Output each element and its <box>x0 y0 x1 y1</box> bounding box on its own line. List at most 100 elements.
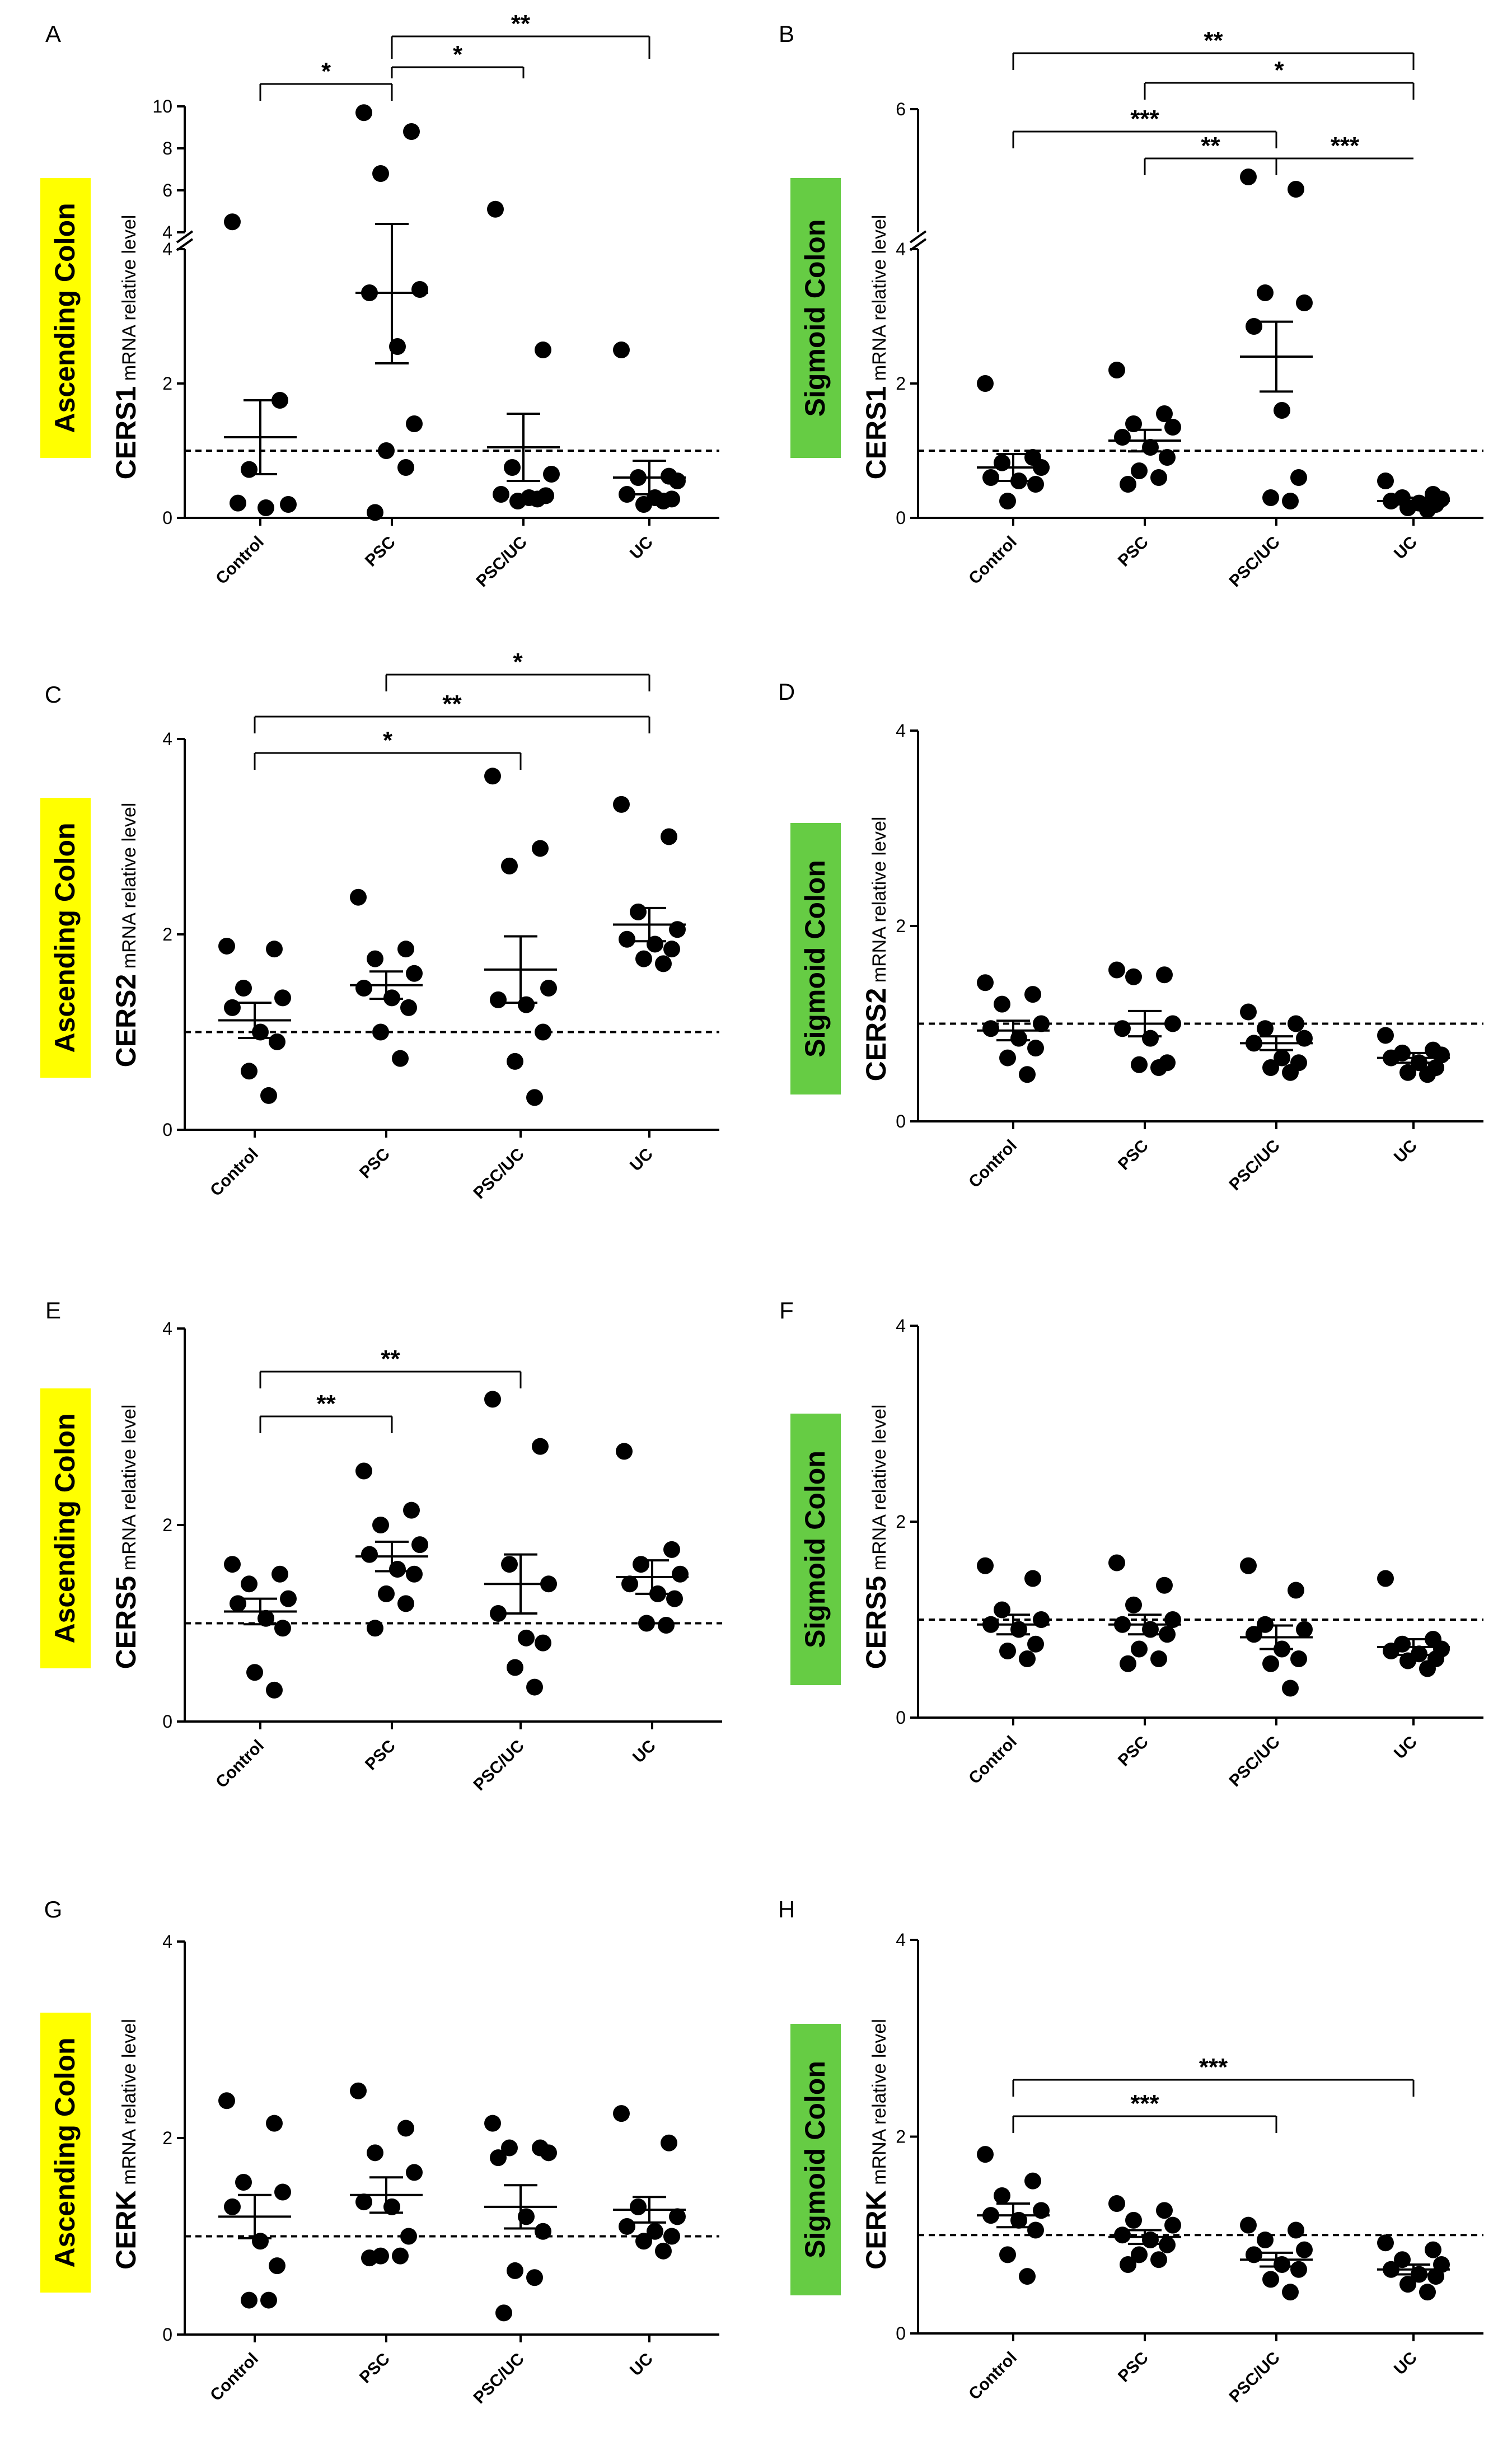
data-point <box>663 1541 680 1558</box>
data-point <box>1027 1040 1044 1057</box>
data-point <box>982 1020 999 1037</box>
y-tick-label: 6 <box>162 180 172 200</box>
data-point <box>1425 2241 1441 2258</box>
ylabel-suffix: mRNA relative level <box>119 2019 140 2190</box>
region-badge <box>40 178 91 458</box>
data-point <box>1164 2216 1181 2234</box>
y-tick-label: 2 <box>896 2127 906 2147</box>
data-point <box>1296 294 1313 311</box>
data-point <box>367 2144 383 2162</box>
data-point <box>1246 318 1262 335</box>
x-tick-label: PSC <box>1115 1136 1152 1174</box>
y-tick-label: 2 <box>162 373 172 394</box>
data-point <box>1024 2172 1041 2190</box>
data-point <box>1027 476 1044 493</box>
panel-label: F <box>779 1297 794 1323</box>
data-point <box>638 1615 655 1632</box>
data-point <box>982 469 999 486</box>
region-badge <box>790 823 841 1094</box>
ylabel-suffix: mRNA relative level <box>119 803 140 974</box>
data-point <box>260 1087 277 1104</box>
x-tick-label: Control <box>965 533 1021 588</box>
ylabel-suffix: mRNA relative level <box>869 215 890 386</box>
region-badge <box>790 178 841 458</box>
data-point <box>355 2193 372 2211</box>
x-tick-label: Control <box>212 533 268 588</box>
data-point <box>1150 1059 1167 1077</box>
data-point <box>655 493 672 509</box>
data-point <box>252 2233 269 2250</box>
data-point <box>518 996 535 1013</box>
data-point <box>1433 1046 1450 1064</box>
data-point <box>663 2228 680 2245</box>
axis-break-mark <box>909 230 927 244</box>
data-point <box>389 1560 406 1578</box>
significance-label: * <box>513 648 523 676</box>
data-point <box>1399 1064 1416 1081</box>
data-point <box>495 2304 512 2322</box>
data-point <box>1150 1650 1167 1667</box>
data-point <box>490 991 507 1008</box>
y-tick-label: 8 <box>162 138 172 158</box>
region-label: Sigmoid Colon <box>799 2061 831 2258</box>
y-axis-label: CERS2 mRNA relative level <box>110 803 142 1068</box>
region-label: Ascending Colon <box>49 2037 81 2267</box>
data-point <box>378 1585 395 1602</box>
data-point <box>1159 2236 1176 2253</box>
data-point <box>1383 1643 1399 1659</box>
gene-name: CERS1 <box>860 386 892 480</box>
x-tick-label: UC <box>629 1737 659 1767</box>
data-point <box>271 1565 288 1583</box>
ylabel-suffix: mRNA relative level <box>119 1405 140 1576</box>
data-point <box>484 768 501 785</box>
gene-name: CERS2 <box>860 988 892 1082</box>
data-point <box>1131 462 1148 479</box>
data-point <box>224 2198 241 2215</box>
data-point <box>1419 501 1436 518</box>
panel-h: 0 2 4 Control PSC PSC/UC UC *** *** H Sigmoid Colo… <box>778 1896 1483 2406</box>
data-point <box>406 2164 423 2181</box>
region-badge <box>790 2024 841 2295</box>
data-point <box>1114 429 1131 446</box>
data-point <box>669 473 686 489</box>
data-point <box>1024 986 1041 1003</box>
y-tick-label: 4 <box>896 1930 906 1950</box>
data-point <box>411 281 428 298</box>
x-tick-label: Control <box>207 1145 262 1200</box>
significance-label: *** <box>1199 2054 1228 2081</box>
panel-d: 0 2 4 Control PSC PSC/UC UC D Sigmoid Colon CERS2… <box>778 679 1483 1194</box>
data-point <box>507 2262 523 2279</box>
region-label: Sigmoid Colon <box>799 860 831 1058</box>
data-point <box>1419 1660 1436 1677</box>
data-point <box>1240 2216 1257 2234</box>
panel-g: 0 2 4 Control PSC PSC/UC UC G Ascending Colon CER… <box>40 1896 719 2407</box>
data-point <box>271 392 288 409</box>
y-tick-label: 2 <box>162 1515 172 1535</box>
data-point <box>1156 405 1173 422</box>
significance-label: ** <box>1201 132 1220 160</box>
data-point <box>397 1595 414 1612</box>
panel-label: A <box>45 21 61 47</box>
data-point <box>1377 1570 1394 1587</box>
data-point <box>490 2149 507 2167</box>
significance-label: ** <box>316 1390 336 1418</box>
data-point <box>361 2249 378 2267</box>
data-point <box>230 1595 246 1612</box>
region-label: Ascending Colon <box>49 1413 81 1643</box>
y-tick-label: 0 <box>162 1711 172 1732</box>
data-point <box>1156 1577 1173 1594</box>
data-point <box>501 2139 518 2157</box>
data-point <box>1419 1066 1436 1083</box>
data-point <box>619 2218 635 2235</box>
significance-label: ** <box>1204 27 1223 54</box>
data-point <box>1033 1015 1050 1032</box>
data-point <box>1131 2246 1148 2263</box>
x-tick-label: UC <box>626 2350 657 2380</box>
data-point <box>647 935 663 953</box>
data-point <box>535 2223 551 2240</box>
data-point <box>1288 1015 1304 1032</box>
data-point <box>1282 2284 1299 2301</box>
panel-label: D <box>778 679 795 705</box>
data-point <box>532 840 549 857</box>
data-point <box>367 504 383 521</box>
